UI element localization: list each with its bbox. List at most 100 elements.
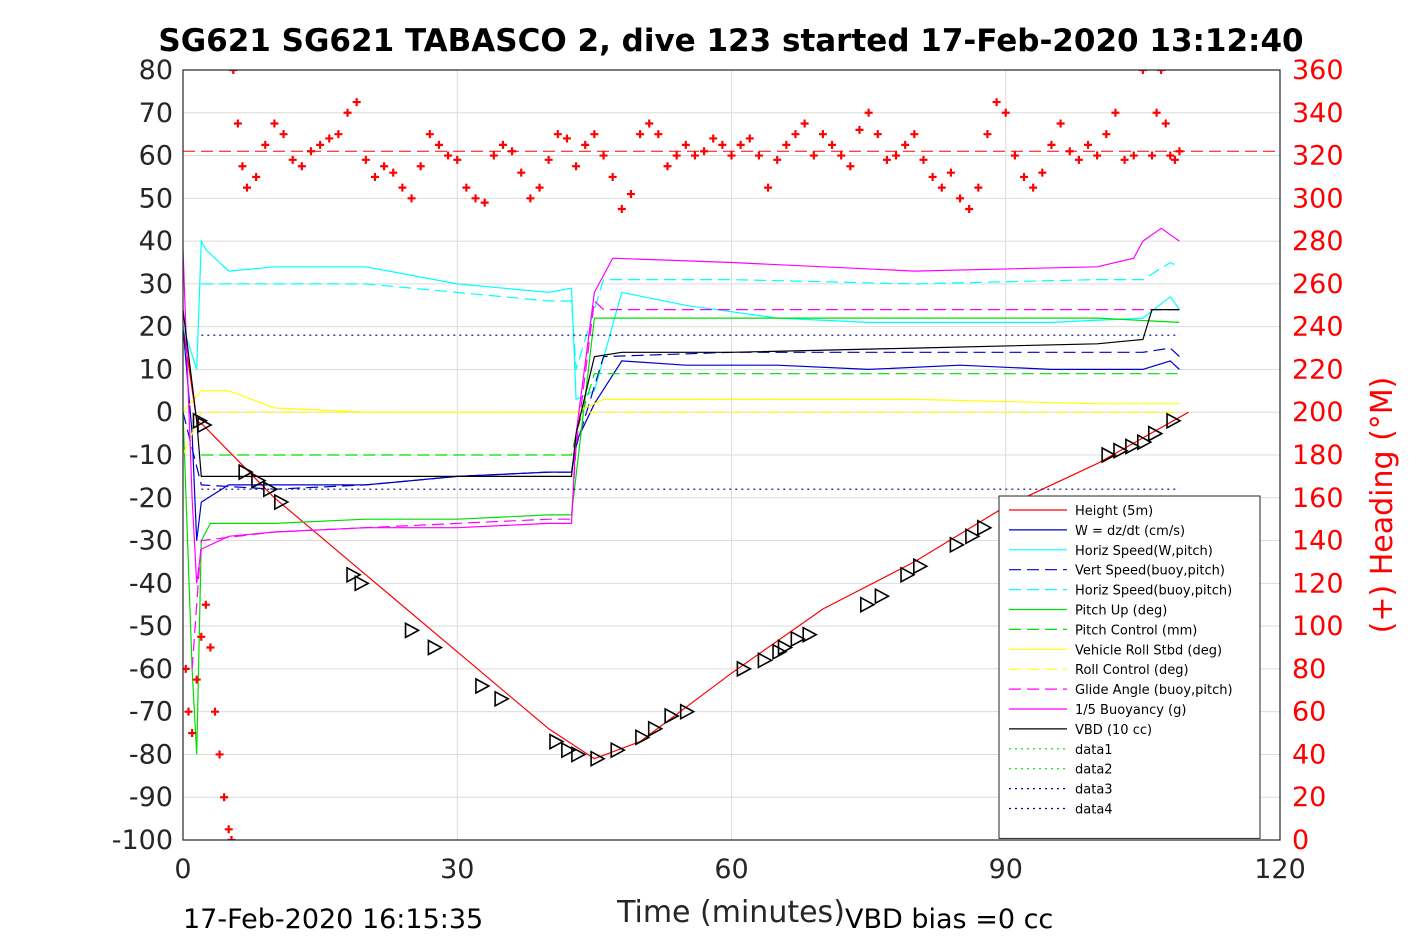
heading-point xyxy=(681,140,690,149)
heading-point xyxy=(188,729,197,738)
legend-entry: data1 xyxy=(1075,743,1113,758)
legend-entry: W = dz/dt (cm/s) xyxy=(1075,524,1185,539)
legend-entry: Pitch Control (mm) xyxy=(1075,623,1197,638)
heading-point xyxy=(736,140,745,149)
heading-point xyxy=(224,825,233,834)
y-tick-label: 80 xyxy=(139,55,173,86)
glider-marker xyxy=(679,703,696,721)
heading-point xyxy=(544,155,553,164)
heading-point xyxy=(1166,151,1175,160)
heading-point xyxy=(192,675,201,684)
heading-point xyxy=(288,155,297,164)
y-right-tick-label: 60 xyxy=(1292,697,1326,728)
heading-point xyxy=(220,793,229,802)
plot-frame xyxy=(182,69,1281,841)
glider-marker xyxy=(664,707,680,725)
heading-point xyxy=(791,130,800,139)
x-axis-label: Time (minutes) xyxy=(616,895,845,930)
heading-point xyxy=(242,183,251,192)
heading-point xyxy=(956,194,965,203)
footer-timestamp: 17-Feb-2020 16:15:35 xyxy=(183,904,483,935)
series-line-2 xyxy=(183,238,1180,401)
heading-point xyxy=(1120,155,1129,164)
heading-point xyxy=(1084,140,1093,149)
heading-point xyxy=(672,151,681,160)
y-tick-label: 70 xyxy=(139,98,173,129)
heading-point xyxy=(480,198,489,207)
heading-point xyxy=(855,125,864,134)
heading-point xyxy=(1152,108,1161,117)
x-axis: 0 30 60 90 120 xyxy=(174,854,1305,885)
legend-entry: Pitch Up (deg) xyxy=(1075,604,1167,619)
legend-entry: Glide Angle (buoy,pitch) xyxy=(1075,683,1233,698)
y-tick-label: -10 xyxy=(129,440,173,471)
y-axis-right: 3603403203002802602402202001801601401201… xyxy=(1292,55,1344,856)
heading-point xyxy=(1170,155,1179,164)
y-right-tick-label: 260 xyxy=(1292,269,1344,300)
series-line-7 xyxy=(183,390,1180,413)
heading-point xyxy=(508,147,517,156)
heading-point xyxy=(210,707,219,716)
glider-marker xyxy=(549,733,565,750)
legend-entry: data2 xyxy=(1075,763,1113,778)
heading-point xyxy=(489,151,498,160)
glider-marker xyxy=(790,630,807,648)
heading-point xyxy=(983,130,992,139)
heading-point xyxy=(809,151,818,160)
series-line-8 xyxy=(183,411,1180,456)
glider-marker xyxy=(238,463,254,481)
series-line-3 xyxy=(183,347,1180,490)
heading-point xyxy=(462,183,471,192)
y-tick-label: -40 xyxy=(129,568,173,599)
heading-point xyxy=(727,151,736,160)
y-right-tick-label: 300 xyxy=(1292,183,1344,214)
glider-marker xyxy=(427,639,444,656)
heading-point xyxy=(663,162,672,171)
glider-marker xyxy=(965,527,981,545)
y-right-tick-label: 100 xyxy=(1292,611,1344,642)
series-line-6 xyxy=(201,373,1180,456)
glider-marker xyxy=(777,639,794,656)
series-line-0 xyxy=(183,326,1189,760)
glider-marker xyxy=(197,416,213,434)
heading-point xyxy=(690,151,699,160)
y-tick-label: 0 xyxy=(156,397,173,428)
heading-point xyxy=(297,162,306,171)
glider-marker xyxy=(772,643,788,661)
heading-point xyxy=(828,140,837,149)
y-tick-label: 60 xyxy=(139,141,173,172)
heading-point xyxy=(1148,151,1157,160)
heading-point xyxy=(261,140,270,149)
heading-point xyxy=(700,147,709,156)
heading-point xyxy=(370,172,379,181)
chart-title: SG621 SG621 TABASCO 2, dive 123 started … xyxy=(158,23,1303,59)
heading-point xyxy=(206,643,215,652)
heading-point xyxy=(498,140,507,149)
heading-point xyxy=(270,119,279,128)
heading-point xyxy=(1074,155,1083,164)
x-tick-label: 60 xyxy=(714,854,748,885)
heading-point xyxy=(453,155,462,164)
heading-point xyxy=(252,172,261,181)
heading-point xyxy=(184,707,193,716)
heading-point xyxy=(407,194,416,203)
heading-point xyxy=(389,168,398,177)
heading-point xyxy=(928,172,937,181)
heading-point xyxy=(471,194,480,203)
y-right-tick-label: 40 xyxy=(1292,739,1326,770)
heading-point xyxy=(974,183,983,192)
legend-entry: data4 xyxy=(1075,803,1113,818)
y-right-tick-label: 220 xyxy=(1292,354,1344,385)
glider-marker xyxy=(1166,412,1182,430)
glider-marker xyxy=(874,587,891,605)
heading-point xyxy=(882,155,891,164)
heading-point xyxy=(1047,140,1056,149)
glider-marker xyxy=(610,741,626,759)
heading-point xyxy=(718,140,727,149)
glider-marker xyxy=(949,536,966,554)
heading-point xyxy=(517,168,526,177)
glider-marker xyxy=(1101,446,1117,464)
legend-entry: VBD (10 cc) xyxy=(1075,723,1152,738)
heading-point xyxy=(946,168,955,177)
heading-point xyxy=(526,194,535,203)
